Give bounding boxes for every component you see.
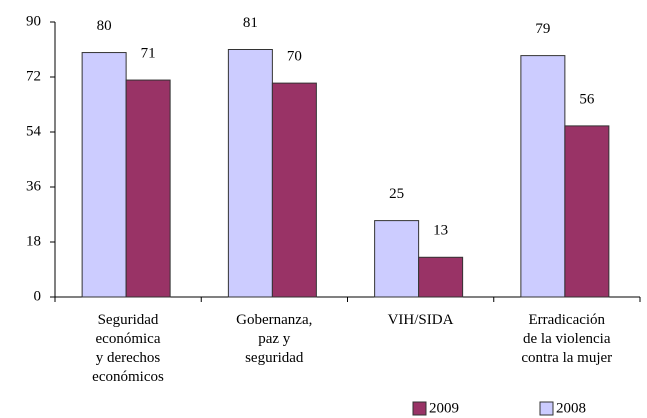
x-tick-label: Gobernanza, paz y seguridad	[236, 312, 313, 366]
bar	[125, 79, 171, 298]
bar	[227, 49, 273, 298]
bar	[374, 220, 420, 298]
legend-swatch	[412, 401, 427, 416]
x-tick-label: VIH/SIDA	[387, 312, 454, 328]
data-label: 71	[141, 45, 156, 61]
data-label: 70	[287, 49, 302, 65]
data-label: 56	[579, 91, 595, 107]
y-tick-label: 54	[26, 123, 42, 139]
x-tick-label: Erradicación de la violencia contra la m…	[521, 312, 613, 366]
y-tick-label: 0	[34, 288, 42, 304]
bar	[520, 55, 566, 298]
data-label: 25	[389, 186, 404, 202]
legend-swatch	[539, 401, 554, 416]
bar	[564, 125, 610, 298]
x-tick-label: Seguridad económica y derechos económico…	[92, 312, 164, 385]
y-tick-label: 18	[26, 233, 41, 249]
data-label: 81	[243, 15, 258, 31]
y-tick-label: 90	[26, 13, 41, 29]
legend-label: 2008	[556, 400, 586, 416]
bar	[271, 82, 317, 298]
data-label: 79	[535, 21, 550, 37]
bar	[81, 52, 127, 298]
bar	[418, 256, 464, 298]
y-tick-label: 36	[26, 178, 42, 194]
y-tick-label: 72	[26, 68, 41, 84]
data-label: 13	[433, 223, 448, 239]
data-label: 80	[97, 18, 112, 34]
legend-label: 2009	[429, 400, 459, 416]
